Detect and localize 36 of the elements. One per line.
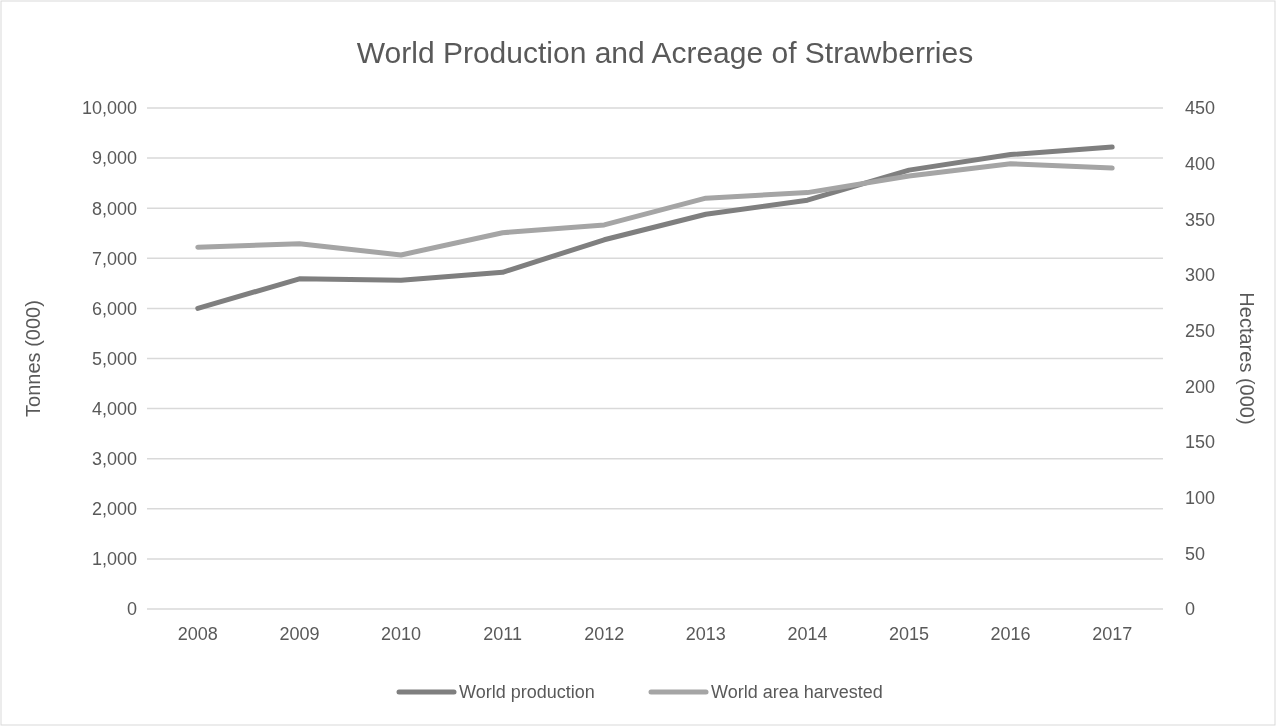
y-axis-title: Tonnes (000): [22, 300, 44, 417]
x-tick-label: 2016: [990, 624, 1031, 644]
y2-tick-label: 200: [1185, 376, 1216, 397]
y2-tick-label: 250: [1185, 320, 1216, 341]
y2-tick-label: 150: [1185, 432, 1216, 453]
y2-tick-label: 100: [1185, 487, 1216, 508]
y2-tick-label: 0: [1185, 599, 1196, 620]
y2-tick-label: 50: [1185, 543, 1206, 564]
y-tick-label: 8,000: [91, 198, 137, 219]
x-tick-label: 2015: [888, 624, 930, 644]
y-tick-label: 4,000: [91, 398, 137, 419]
x-tick-label: 2013: [685, 624, 726, 644]
y-tick-label: 5,000: [91, 348, 137, 369]
y-tick-label: 2,000: [91, 499, 137, 520]
y-tick-label: 10,000: [81, 98, 137, 119]
legend-label: World production: [459, 682, 595, 703]
y2-tick-label: 350: [1185, 209, 1216, 230]
y2-tick-label: 300: [1185, 265, 1216, 286]
x-tick-label: 2014: [787, 624, 828, 644]
x-tick-label: 2017: [1092, 624, 1133, 644]
x-tick-label: 2012: [584, 624, 625, 644]
x-tick-label: 2009: [279, 624, 320, 644]
y-tick-label: 7,000: [91, 248, 137, 269]
y-tick-label: 0: [126, 599, 137, 620]
y2-tick-label: 400: [1185, 153, 1216, 174]
y-tick-label: 9,000: [91, 148, 137, 169]
legend-label: World area harvested: [711, 682, 883, 703]
y-tick-label: 6,000: [91, 298, 137, 319]
y-tick-label: 1,000: [91, 549, 137, 570]
chart-title: World Production and Acreage of Strawberries: [356, 36, 974, 69]
y2-axis-title: Hectares (000): [1236, 292, 1258, 425]
y2-tick-label: 450: [1185, 98, 1216, 119]
y-tick-label: 3,000: [91, 449, 137, 469]
x-tick-label: 2010: [380, 624, 422, 644]
x-tick-label: 2011: [483, 624, 522, 644]
x-tick-label: 2008: [177, 624, 218, 644]
